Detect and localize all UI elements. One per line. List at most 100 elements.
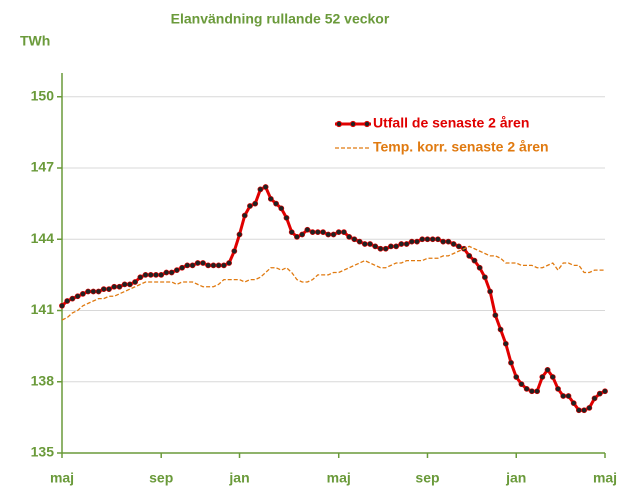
- data-point: [236, 231, 243, 238]
- data-point: [544, 366, 551, 373]
- data-point: [126, 281, 133, 288]
- data-point: [429, 236, 436, 243]
- data-point: [116, 283, 123, 290]
- data-point: [111, 283, 118, 290]
- data-point: [440, 238, 447, 245]
- y-tick-label: 147: [31, 159, 55, 175]
- data-point: [367, 241, 373, 247]
- data-point: [549, 374, 556, 380]
- data-point: [555, 385, 561, 392]
- data-point: [132, 279, 138, 285]
- data-point: [309, 229, 316, 236]
- data-point: [294, 233, 300, 240]
- data-point: [534, 388, 541, 395]
- data-point: [168, 269, 175, 276]
- data-point: [513, 374, 520, 380]
- data-point: [482, 274, 488, 281]
- x-tick-label: sep: [149, 470, 173, 486]
- data-point: [356, 238, 363, 245]
- data-point: [205, 262, 212, 269]
- data-point: [288, 229, 295, 236]
- data-point: [539, 374, 546, 380]
- legend-label: Temp. korr. senaste 2 åren: [373, 139, 549, 155]
- data-point: [273, 200, 279, 207]
- data-point: [241, 212, 248, 219]
- data-point: [173, 267, 180, 274]
- data-point: [220, 262, 227, 269]
- data-point: [278, 205, 285, 212]
- data-point: [142, 271, 149, 278]
- data-point: [361, 241, 368, 247]
- data-point: [523, 385, 530, 392]
- data-point: [575, 407, 582, 414]
- data-point: [335, 229, 342, 236]
- series-line: [61, 245, 605, 321]
- data-point: [90, 288, 97, 295]
- data-point: [419, 236, 426, 243]
- data-point: [153, 271, 159, 278]
- data-point: [591, 395, 598, 402]
- data-point: [581, 407, 588, 414]
- x-tick-label: maj: [50, 470, 74, 486]
- data-point: [163, 269, 170, 276]
- data-point: [231, 248, 238, 255]
- data-point: [320, 229, 326, 236]
- x-tick-label: jan: [505, 470, 526, 486]
- data-point: [100, 286, 107, 293]
- data-point: [252, 200, 259, 207]
- data-point: [529, 388, 535, 395]
- data-point: [189, 262, 196, 269]
- data-point: [492, 312, 499, 319]
- data-point: [445, 238, 452, 245]
- data-point: [424, 236, 431, 243]
- y-tick-label: 150: [31, 87, 55, 103]
- data-point: [137, 274, 144, 281]
- data-point: [377, 245, 384, 252]
- data-point: [226, 260, 232, 266]
- data-point: [79, 290, 86, 297]
- data-point: [215, 262, 222, 269]
- data-point: [382, 245, 389, 252]
- data-point: [304, 226, 311, 233]
- data-point: [602, 388, 608, 395]
- data-point: [596, 390, 603, 397]
- data-point: [314, 229, 321, 236]
- y-axis-label: TWh: [20, 33, 50, 49]
- data-point: [372, 243, 379, 250]
- data-point: [570, 400, 577, 407]
- data-point: [59, 302, 65, 309]
- data-point: [85, 288, 92, 295]
- data-point: [95, 288, 102, 295]
- data-point: [184, 262, 191, 269]
- data-point: [210, 262, 217, 269]
- data-point: [346, 233, 353, 240]
- data-point: [471, 257, 478, 264]
- data-point: [121, 281, 128, 288]
- data-point: [69, 295, 76, 302]
- y-tick-label: 144: [31, 230, 55, 246]
- x-tick-label: jan: [228, 470, 249, 486]
- data-point: [560, 393, 567, 399]
- data-point: [508, 359, 514, 366]
- legend-marker: [349, 120, 357, 128]
- data-point: [64, 298, 71, 304]
- data-point: [408, 238, 415, 245]
- data-point: [455, 243, 462, 250]
- data-point: [393, 243, 400, 250]
- y-tick-label: 141: [31, 301, 55, 317]
- data-point: [74, 293, 81, 300]
- data-point: [388, 243, 394, 250]
- chart-title: Elanvändning rullande 52 veckor: [171, 11, 390, 27]
- data-point: [398, 241, 405, 247]
- data-point: [283, 214, 290, 221]
- y-tick-label: 135: [31, 444, 55, 460]
- data-point: [262, 184, 269, 190]
- data-point: [487, 288, 494, 295]
- data-point: [450, 241, 457, 247]
- x-tick-label: maj: [593, 470, 617, 486]
- data-point: [179, 264, 185, 271]
- data-point: [565, 393, 572, 399]
- data-point: [299, 231, 306, 238]
- data-point: [351, 236, 358, 243]
- data-point: [476, 264, 483, 271]
